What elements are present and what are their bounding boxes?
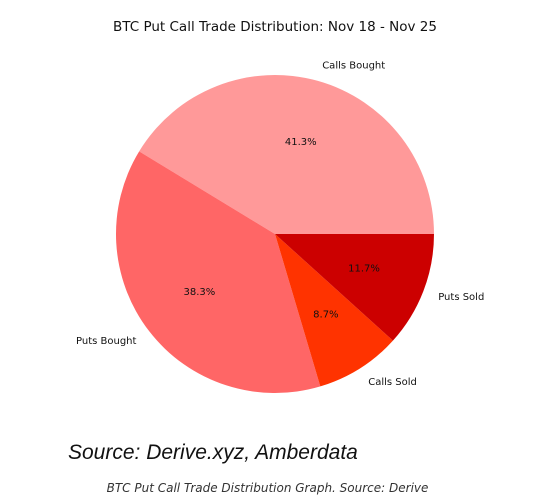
pie-slice-calls-bought: [139, 75, 434, 234]
category-label-puts-sold: Puts Sold: [438, 292, 484, 303]
category-label-calls-bought: Calls Bought: [322, 61, 385, 72]
pie-slices: [116, 75, 434, 393]
category-label-puts-bought: Puts Bought: [76, 336, 137, 347]
category-labels: Calls Bought Puts Bought Calls Sold Puts So…: [76, 61, 484, 388]
pie-slice-puts-bought: [116, 151, 321, 393]
percentage-labels: 41.3% 38.3% 8.7% 11.7%: [184, 137, 380, 321]
chart-title: BTC Put Call Trade Distribution: Nov 18 …: [113, 19, 437, 35]
category-label-calls-sold: Calls Sold: [368, 377, 417, 388]
figure-caption: BTC Put Call Trade Distribution Graph. S…: [106, 481, 429, 495]
pct-label-calls-bought: 41.3%: [285, 137, 317, 148]
pct-label-calls-sold: 8.7%: [313, 310, 338, 321]
pie-slice-calls-sold: [275, 234, 393, 387]
pct-label-puts-bought: 38.3%: [184, 287, 216, 298]
pie-chart: BTC Put Call Trade Distribution: Nov 18 …: [76, 19, 484, 393]
source-label: Source: Derive.xyz, Amberdata: [68, 441, 358, 464]
pct-label-puts-sold: 11.7%: [348, 263, 380, 274]
pie-slice-puts-sold: [275, 234, 434, 341]
